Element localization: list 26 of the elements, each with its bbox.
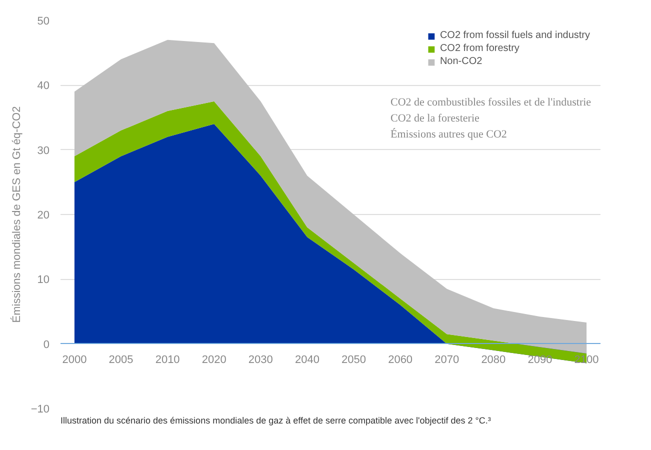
x-tick-label: 2020 bbox=[202, 354, 226, 366]
text: Illustration du scénario des émissions mondiales de gaz à effet de serre compatible avec l'objectif des 2 °C.³ bbox=[60, 416, 491, 426]
y-axis-title: Émissions mondiales de GES en Gt éq-CO2 bbox=[10, 106, 23, 323]
y-tick-label: 30 bbox=[37, 144, 50, 157]
x-tick-label: 2050 bbox=[342, 354, 366, 366]
y-tick-label: 20 bbox=[37, 210, 50, 222]
legend-label: Non-CO2 bbox=[440, 56, 482, 67]
x-tick-label: 2000 bbox=[62, 354, 87, 366]
x-tick-label: 2080 bbox=[481, 354, 506, 366]
x-tick-label: 2090 bbox=[528, 354, 552, 366]
annotation: CO2 de la foresterie bbox=[390, 112, 480, 124]
y-tick-label: 10 bbox=[37, 274, 50, 286]
y-tick-label: 50 bbox=[37, 16, 50, 28]
y-tick-label: 40 bbox=[37, 80, 50, 92]
x-tick-label: 2030 bbox=[248, 354, 273, 366]
x-tick-label: 2070 bbox=[434, 354, 460, 366]
x-tick-label: 2010 bbox=[155, 354, 180, 366]
annotation: Émissions autres que CO2 bbox=[390, 128, 507, 140]
x-tick-label: 2005 bbox=[108, 354, 134, 366]
y-tick-label: −10 bbox=[30, 404, 50, 416]
legend-label: CO2 from fossil fuels and industry bbox=[440, 30, 590, 41]
legend-label: CO2 from forestry bbox=[440, 43, 520, 54]
annotation: CO2 de combustibles fossiles et de l'industrie bbox=[390, 96, 592, 108]
y-tick-label: 0 bbox=[43, 338, 50, 351]
x-tick-label: 2040 bbox=[294, 354, 320, 366]
x-tick-label: 2060 bbox=[388, 354, 413, 366]
